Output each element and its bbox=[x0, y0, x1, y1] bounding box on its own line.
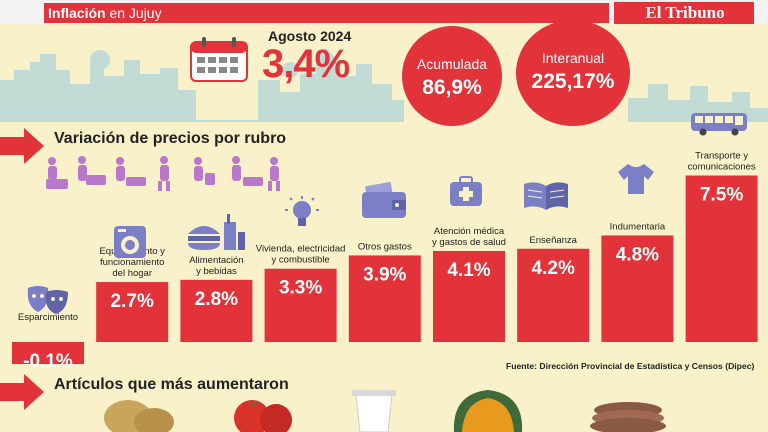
wallet-icon bbox=[362, 182, 406, 218]
bar-value-label-4: 3.9% bbox=[363, 264, 406, 285]
shoppers-icon bbox=[46, 156, 280, 191]
category-label-4: Otros gastos bbox=[358, 241, 412, 252]
tomato-icon bbox=[234, 400, 292, 432]
open-book-icon bbox=[524, 182, 568, 210]
bar-4 bbox=[348, 255, 421, 342]
category-label-8: Transporte y comunicaciones bbox=[688, 151, 756, 173]
bar-0 bbox=[12, 342, 84, 364]
bar-2 bbox=[180, 279, 253, 342]
bus-icon bbox=[691, 113, 747, 136]
yogurt-icon bbox=[352, 390, 396, 432]
source-note: Fuente: Dirección Provincial de Estadíst… bbox=[506, 361, 755, 371]
bar-6 bbox=[517, 248, 590, 342]
light-bulb-icon bbox=[285, 196, 319, 226]
category-label-7: Indumentaria bbox=[610, 221, 666, 232]
potato-icon bbox=[104, 400, 174, 432]
theater-masks-icon bbox=[27, 286, 68, 314]
bar-value-label-2: 2.8% bbox=[195, 289, 238, 310]
brand-logo: El Tribuno bbox=[645, 3, 725, 22]
accumulated-value: 86,9% bbox=[422, 76, 482, 99]
bar-value-label-1: 2.7% bbox=[111, 291, 154, 312]
bar-value-label-7: 4.8% bbox=[616, 244, 659, 265]
interannual-label: Interanual bbox=[541, 50, 605, 66]
accumulated-label: Acumulada bbox=[416, 56, 488, 72]
bar-value-label-0: -0.1% bbox=[23, 351, 73, 372]
variation-section-title: Variación de precios por rubro bbox=[54, 130, 287, 147]
bar-3 bbox=[264, 268, 337, 342]
category-label-5: Atención médica y gastos de salud bbox=[432, 226, 506, 248]
category-label-6: Enseñanza bbox=[529, 235, 577, 246]
pumpkin-icon bbox=[453, 390, 523, 432]
washing-machine-icon bbox=[114, 226, 146, 258]
fast-food-icon bbox=[188, 214, 245, 250]
bar-7 bbox=[601, 235, 674, 342]
bar-value-label-6: 4.2% bbox=[532, 258, 575, 279]
burger-patty-icon bbox=[590, 402, 666, 432]
category-label-2: Alimentación y bebidas bbox=[189, 255, 243, 277]
bar-value-label-3: 3.3% bbox=[279, 278, 322, 299]
articles-section-title: Artículos que más aumentaron bbox=[54, 376, 289, 393]
brand-box bbox=[614, 2, 754, 24]
category-label-3: Vivienda, electricidad y combustible bbox=[256, 244, 346, 266]
bar-1 bbox=[96, 282, 169, 342]
bar-value-label-8: 7.5% bbox=[700, 185, 743, 206]
shirt-icon bbox=[618, 164, 654, 194]
monthly-inflation-value: 3,4% bbox=[262, 42, 350, 86]
arrow-icon-articles bbox=[0, 374, 44, 410]
accumulated-circle: Acumulada 86,9% bbox=[402, 26, 502, 126]
calendar-icon bbox=[190, 37, 248, 82]
page-title: Inflación en Jujuy bbox=[48, 5, 162, 21]
bar-value-label-5: 4.1% bbox=[447, 260, 490, 281]
bar-8 bbox=[685, 175, 758, 342]
arrow-icon bbox=[0, 128, 44, 164]
interannual-value: 225,17% bbox=[531, 70, 615, 93]
interannual-circle: Interanual 225,17% bbox=[516, 20, 630, 126]
month-label: Agosto 2024 bbox=[268, 28, 352, 44]
bar-5 bbox=[433, 250, 505, 342]
medical-kit-icon bbox=[450, 176, 482, 206]
city-skyline-illustration bbox=[0, 48, 768, 122]
title-bar bbox=[44, 3, 609, 23]
